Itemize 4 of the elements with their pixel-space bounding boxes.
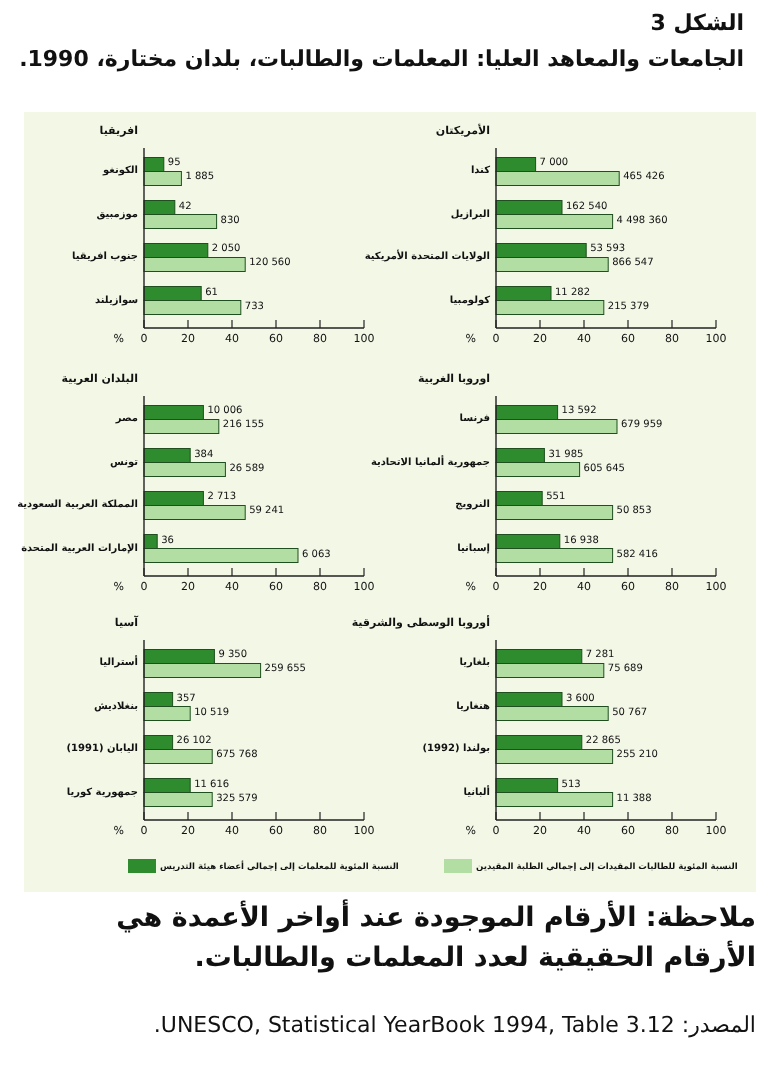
chart-title: الشكل 3 xyxy=(650,10,744,36)
text: ملاحظة: الأرقام الموجودة عند أواخر الأعمدة هي الأرقام الحقيقية لعدد المعلمات والطالبات. xyxy=(114,900,756,978)
text: المصدر: UNESCO, Statistical YearBook 1994, Table 3.12. xyxy=(153,1012,756,1038)
chart-subtitle: الجامعات والمعاهد العليا: المعلمات والطالبات، بلدان مختارة، 1990. xyxy=(19,46,744,72)
